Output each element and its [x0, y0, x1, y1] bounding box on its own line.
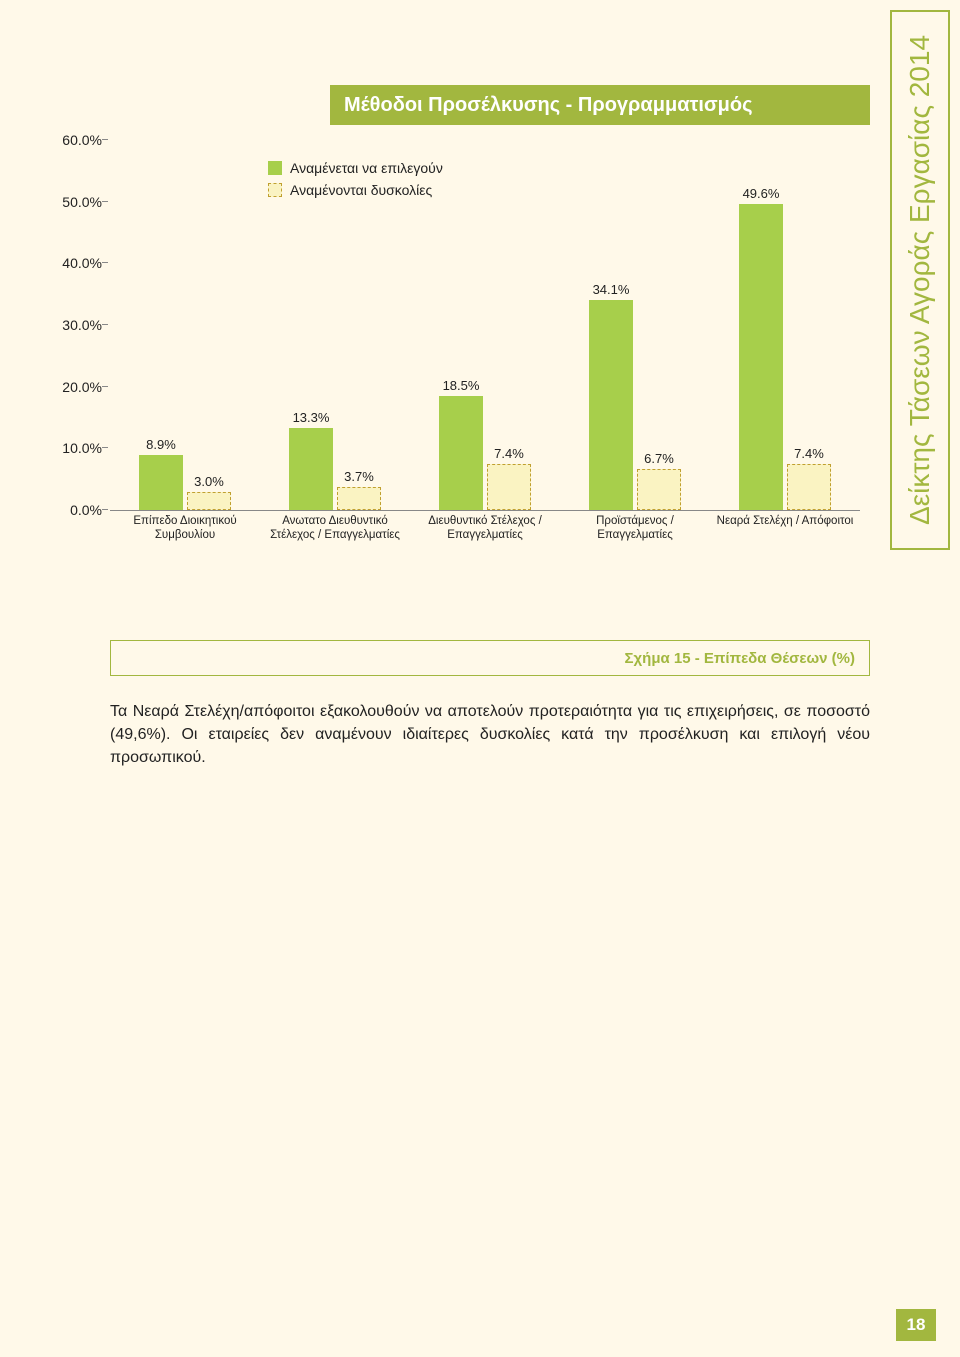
bar-series-a: 18.5%	[439, 396, 483, 510]
y-tick-label: 30.0%	[62, 317, 102, 333]
chart-legend: Αναμένεται να επιλεγούν Αναμένονται δυσκο…	[268, 160, 443, 204]
y-tick-label: 20.0%	[62, 379, 102, 395]
bar-chart: 0.0%10.0%20.0%30.0%40.0%50.0%60.0% 8.9%3…	[40, 140, 860, 580]
y-tick-label: 60.0%	[62, 132, 102, 148]
bar-value-label: 18.5%	[443, 378, 480, 397]
x-axis-label: Επίπεδο Διοικητικού Συμβουλίου	[110, 514, 260, 543]
figure-caption-text: Σχήμα 15 - Επίπεδα Θέσεων (%)	[625, 650, 855, 667]
y-tick-label: 10.0%	[62, 440, 102, 456]
x-axis-line	[110, 510, 860, 511]
bar-series-a: 34.1%	[589, 300, 633, 510]
y-tick-mark	[102, 139, 108, 140]
bar-series-b: 3.7%	[337, 487, 381, 510]
sidebar-title-box: Δείκτης Τάσεων Αγοράς Εργασίας 2014	[890, 10, 950, 550]
bar-series-b: 7.4%	[787, 464, 831, 510]
section-header-text: Μέθοδοι Προσέλκυσης - Προγραμματισμός	[344, 94, 753, 117]
bar-value-label: 34.1%	[593, 282, 630, 301]
y-tick-mark	[102, 509, 108, 510]
bar-group: 49.6%7.4%	[710, 140, 860, 510]
bar-series-a: 13.3%	[289, 428, 333, 510]
legend-swatch	[268, 161, 282, 175]
bar-series-a: 8.9%	[139, 455, 183, 510]
bar-value-label: 8.9%	[146, 437, 176, 456]
x-axis-labels: Επίπεδο Διοικητικού ΣυμβουλίουΑνωτατο Δι…	[110, 514, 860, 543]
y-tick-label: 40.0%	[62, 255, 102, 271]
bar-series-a: 49.6%	[739, 204, 783, 510]
legend-item: Αναμένονται δυσκολίες	[268, 182, 443, 198]
bar-value-label: 7.4%	[494, 446, 524, 465]
bar-value-label: 3.7%	[344, 469, 374, 488]
y-axis: 0.0%10.0%20.0%30.0%40.0%50.0%60.0%	[40, 140, 110, 510]
body-paragraph: Τα Νεαρά Στελέχη/απόφοιτοι εξακολουθούν …	[110, 700, 870, 770]
legend-swatch	[268, 183, 282, 197]
bar-value-label: 6.7%	[644, 451, 674, 470]
y-tick-mark	[102, 324, 108, 325]
plot-area: 8.9%3.0%13.3%3.7%18.5%7.4%34.1%6.7%49.6%…	[110, 140, 860, 510]
sidebar-title-text: Δείκτης Τάσεων Αγοράς Εργασίας 2014	[904, 35, 936, 525]
bar-value-label: 49.6%	[743, 186, 780, 205]
legend-label: Αναμένονται δυσκολίες	[290, 182, 432, 198]
bar-series-b: 7.4%	[487, 464, 531, 510]
bar-series-b: 6.7%	[637, 469, 681, 510]
section-header-bar: Μέθοδοι Προσέλκυσης - Προγραμματισμός	[330, 85, 870, 125]
figure-caption-box: Σχήμα 15 - Επίπεδα Θέσεων (%)	[110, 640, 870, 676]
page-number-box: 18	[896, 1309, 936, 1341]
x-axis-label: Προϊστάμενος / Επαγγελματίες	[560, 514, 710, 543]
bar-value-label: 7.4%	[794, 446, 824, 465]
bar-group: 34.1%6.7%	[560, 140, 710, 510]
legend-item: Αναμένεται να επιλεγούν	[268, 160, 443, 176]
y-tick-mark	[102, 201, 108, 202]
bar-series-b: 3.0%	[187, 492, 231, 511]
page-number: 18	[907, 1315, 926, 1335]
y-tick-label: 50.0%	[62, 194, 102, 210]
bar-group: 8.9%3.0%	[110, 140, 260, 510]
y-tick-mark	[102, 386, 108, 387]
body-paragraph-block: Τα Νεαρά Στελέχη/απόφοιτοι εξακολουθούν …	[110, 700, 870, 770]
x-axis-label: Ανωτατο Διευθυντικό Στέλεχος / Επαγγελμα…	[260, 514, 410, 543]
bar-value-label: 13.3%	[293, 410, 330, 429]
bar-groups: 8.9%3.0%13.3%3.7%18.5%7.4%34.1%6.7%49.6%…	[110, 140, 860, 510]
y-tick-label: 0.0%	[70, 502, 102, 518]
y-tick-mark	[102, 262, 108, 263]
x-axis-label: Νεαρά Στελέχη / Απόφοιτοι	[710, 514, 860, 543]
x-axis-label: Διευθυντικό Στέλεχος / Επαγγελματίες	[410, 514, 560, 543]
y-tick-mark	[102, 447, 108, 448]
bar-value-label: 3.0%	[194, 474, 224, 493]
legend-label: Αναμένεται να επιλεγούν	[290, 160, 443, 176]
